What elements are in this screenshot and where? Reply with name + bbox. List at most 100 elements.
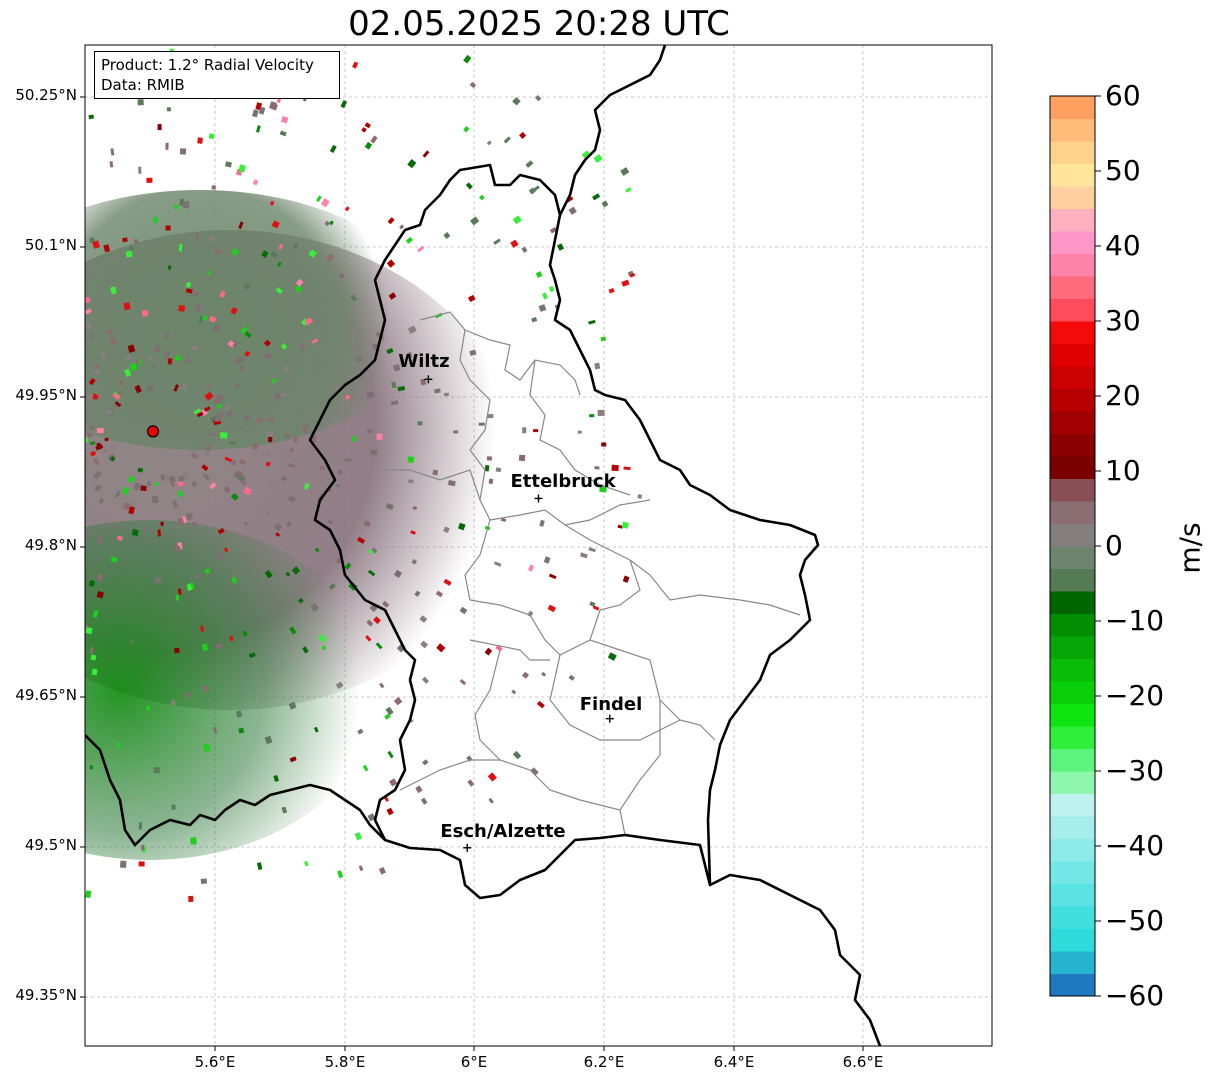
radar-pixel [122,560,127,568]
radar-pixel [110,556,118,563]
radar-pixel [227,340,235,348]
radar-pixel [457,522,466,531]
radar-pixel [154,482,158,487]
radar-pixel [139,355,144,360]
radar-pixel [293,242,299,249]
radar-pixel [267,416,274,422]
radar-pixel [386,807,394,816]
radar-pixel [256,862,263,870]
radar-pixel [443,526,450,533]
radar-pixel [92,240,100,249]
radar-pixel [366,619,374,627]
radar-pixel [512,97,521,106]
radar-pixel [388,292,397,300]
radar-pixel [303,426,308,433]
radar-pixel [432,469,439,476]
radar-pixel [123,368,132,377]
radar-pixel [114,490,121,499]
radar-pixel [213,397,222,406]
radar-pixel [420,797,428,805]
radar-pixel [420,640,429,649]
colorbar-segment [1050,501,1095,524]
radar-pixel [344,562,352,570]
radar-pixel [110,286,117,295]
radar-pixel [147,355,152,360]
radar-pixel [589,414,595,418]
radar-pixel [128,500,134,507]
radar-pixel [271,103,278,111]
colorbar-tick-label: −20 [1105,679,1165,712]
radar-pixel [370,135,378,144]
radar-pixel [191,481,198,488]
radar-pixel [405,236,413,244]
radar-pixel [594,466,600,470]
radar-pixel [194,574,201,580]
radar-pixel [367,813,376,822]
radar-pixel [160,521,164,526]
radar-pixel [511,689,517,695]
colorbar-tick-label: 50 [1105,154,1141,187]
radar-pixel [213,726,218,735]
radar-pixel [92,610,99,618]
radar-pixel [114,401,122,408]
radar-pixel [190,452,198,459]
radar-pixel [459,679,467,686]
radar-pixel [599,485,607,493]
radar-pixel [252,443,259,450]
radar-pixel [621,279,630,287]
radar-pixel [350,294,358,302]
radar-pixel [168,265,172,270]
radar-pixel [548,573,557,580]
radar-pixel [267,430,274,437]
radar-pixel [271,378,277,384]
radar-pixel [216,552,225,561]
radar-pixel [278,243,284,250]
radar-pixel [85,437,89,443]
radar-pixel [518,454,526,462]
colorbar-segment [1050,298,1095,322]
radar-pixel [280,115,289,124]
radar-pixel [487,772,497,782]
radar-pixel [390,400,399,406]
radar-pixel [352,61,359,69]
radar-pixel [281,806,288,814]
radar-pixel [205,444,212,452]
radar-pixel [143,525,148,533]
radar-pixel [274,392,281,400]
radar-pixel [242,630,248,637]
radar-pixel [179,198,184,206]
radar-pixel [186,584,192,591]
radar-pixel [335,483,341,489]
radar-pixel [293,436,298,443]
radar-pixel [269,482,276,490]
radar-pixel [535,94,542,102]
radar-pixel [154,345,160,353]
radar-pixel [581,150,591,159]
radar-pixel [288,701,297,710]
radar-pixel [367,429,373,433]
radar-pixel [302,413,308,419]
radar-pixel [216,403,222,409]
radar-pixel [134,238,139,244]
radar-pixel [541,671,547,677]
lon-tick-label: 6.4°E [713,1053,755,1071]
radar-pixel [256,417,263,424]
radar-pixel [225,410,234,419]
radar-pixel [410,530,416,535]
radar-pixel [205,383,212,390]
radar-pixel [151,364,155,369]
radar-pixel [112,403,120,410]
radar-pixel [207,270,211,276]
radar-echo-field [85,190,520,860]
radar-pixel [588,319,596,325]
radar-pixel [275,287,283,295]
radar-pixel [224,456,233,463]
radar-pixel [495,467,502,473]
radar-pixel [279,130,287,137]
radar-pixel [594,362,601,370]
colorbar-segment [1050,928,1095,952]
radar-pixel [239,479,247,486]
colorbar-tick-label: −30 [1105,754,1165,787]
radar-pixel [201,464,209,472]
lon-tick-label: 5.6°E [194,1053,236,1071]
